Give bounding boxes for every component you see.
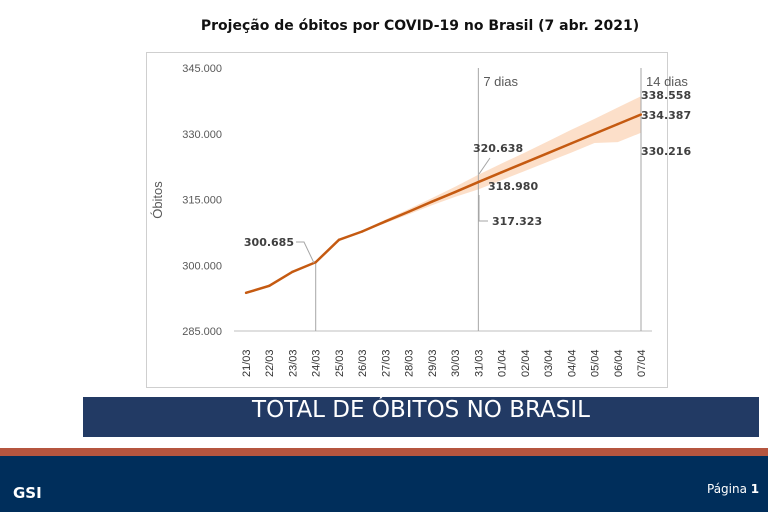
x-tick-label: 04/04 — [566, 349, 578, 377]
marker-label: 7 dias — [483, 74, 518, 89]
divider-bar — [0, 448, 768, 456]
page-label: Página — [707, 482, 747, 496]
confidence-band — [362, 96, 641, 233]
data-point — [546, 151, 550, 155]
data-label: 320.638 — [473, 142, 523, 155]
data-point — [500, 171, 503, 174]
page-value: 1 — [750, 482, 760, 496]
chart: 285.000 300.000 315.000 330.000 345.000 Óbito… — [150, 63, 691, 377]
data-point — [523, 161, 527, 164]
x-tick-label: 29/03 — [427, 349, 439, 377]
x-tick-label: 30/03 — [450, 349, 462, 377]
x-tick-label: 22/03 — [264, 349, 276, 377]
data-point — [477, 180, 480, 184]
x-tick-label: 21/03 — [241, 349, 253, 377]
y-tick-label: 315.000 — [182, 195, 222, 207]
data-point — [337, 238, 341, 242]
x-tick-label: 31/03 — [473, 349, 485, 377]
y-tick-label: 345.000 — [182, 63, 222, 75]
y-axis-label: Óbitos — [150, 181, 165, 219]
data-label: 334.387 — [641, 109, 691, 122]
chart-title: Projeção de óbitos por COVID-19 no Brasi… — [200, 18, 640, 34]
data-point — [570, 142, 573, 145]
x-tick-label: 27/03 — [380, 349, 392, 377]
page-number: Página 1 — [707, 482, 759, 496]
chart-frame — [146, 52, 668, 388]
data-label: 300.685 — [244, 236, 294, 249]
x-tick-label: 23/03 — [287, 349, 299, 377]
footer: GSI Página 1 — [0, 456, 768, 512]
y-tick-label: 300.000 — [182, 260, 222, 272]
data-label: 317.323 — [492, 215, 542, 228]
x-tick-label: 05/04 — [590, 349, 602, 377]
data-point — [360, 230, 364, 233]
data-label: 318.980 — [488, 180, 538, 193]
data-point — [244, 291, 248, 295]
leader-line — [296, 241, 315, 264]
data-point — [616, 122, 619, 126]
data-point — [593, 132, 596, 135]
data-point — [291, 270, 294, 274]
leader-line — [478, 157, 491, 175]
data-point — [268, 284, 271, 288]
y-tick-label: 330.000 — [182, 129, 222, 141]
x-tick-label: 03/04 — [543, 349, 555, 377]
data-point — [639, 113, 643, 116]
y-tick-label: 285.000 — [182, 326, 222, 338]
x-tick-label: 24/03 — [311, 349, 323, 377]
data-label: 338.558 — [641, 89, 691, 102]
data-point — [314, 261, 317, 264]
x-tick-label: 01/04 — [497, 349, 509, 377]
x-tick-label: 28/03 — [404, 349, 416, 377]
x-tick-label: 26/03 — [357, 349, 369, 377]
leader-line — [478, 195, 488, 222]
data-point — [407, 210, 410, 213]
footer-org: GSI — [13, 484, 42, 502]
data-point — [453, 190, 457, 194]
series-line — [245, 113, 642, 295]
x-tick-label: 25/03 — [334, 349, 346, 377]
data-point — [430, 200, 434, 203]
data-point — [384, 220, 387, 223]
data-label: 330.216 — [641, 145, 691, 158]
banner-title: TOTAL DE ÓBITOS NO BRASIL — [83, 397, 759, 437]
x-tick-label: 06/04 — [613, 349, 625, 377]
marker-label: 14 dias — [646, 74, 688, 89]
x-tick-label: 07/04 — [636, 349, 648, 377]
x-tick-label: 02/04 — [520, 349, 532, 377]
